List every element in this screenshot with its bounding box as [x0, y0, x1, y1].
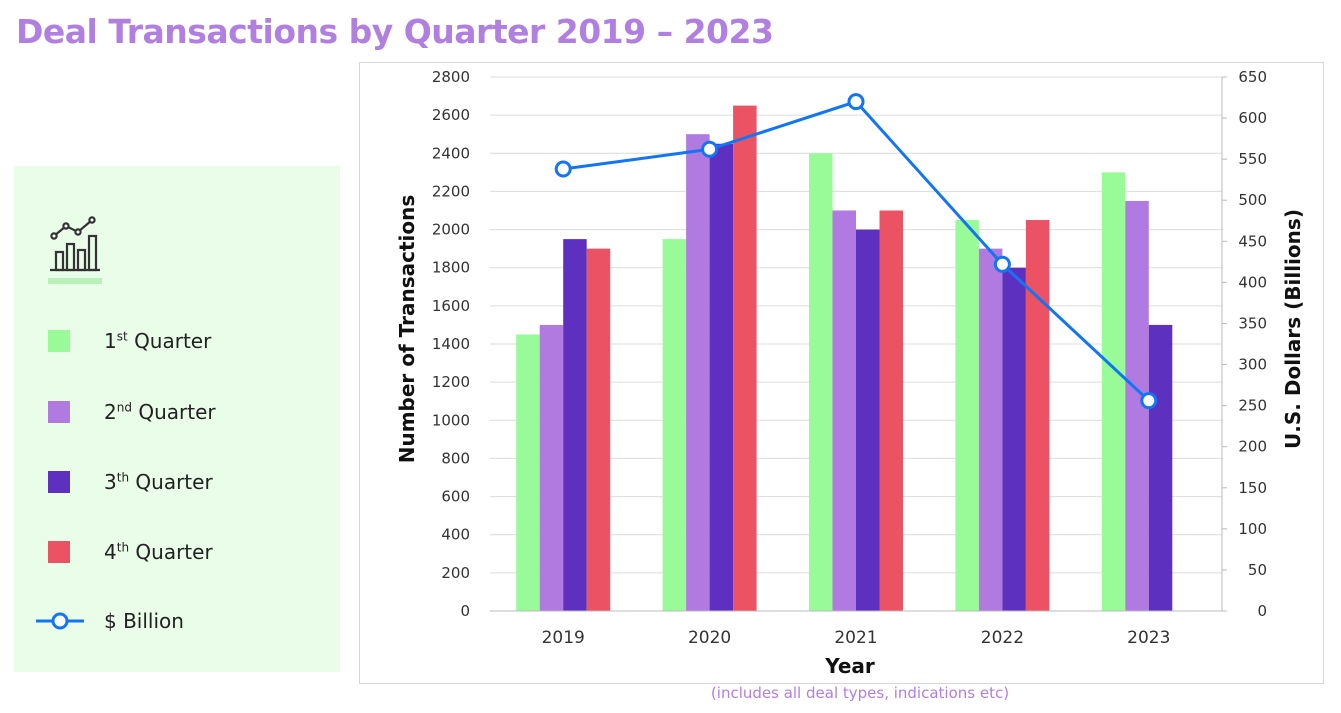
- bar-q2-2022: [978, 248, 1003, 611]
- bar-q2-2020: [686, 134, 710, 611]
- x-tick-label: 2023: [1127, 628, 1170, 648]
- legend-item-q4: 4th Quarter: [36, 532, 213, 572]
- legend-label-q3: 3th Quarter: [104, 470, 213, 494]
- bar-q3-2019: [563, 239, 587, 611]
- bar-q1-2023: [1101, 172, 1126, 611]
- bar-q1-2019: [516, 334, 540, 611]
- legend-label-q4: 4th Quarter: [104, 540, 213, 564]
- y2-axis-label: U.S. Dollars (Billions): [1281, 209, 1305, 449]
- line-layer: [554, 93, 1158, 410]
- y2-tick-label: 450: [1238, 232, 1267, 250]
- x-tick-label: 2021: [834, 628, 877, 648]
- y-tick-label: 200: [441, 564, 470, 582]
- deal-transactions-chart: 0200400600800100012001400160018002000220…: [395, 68, 1305, 678]
- x-tick-label: 2020: [688, 628, 731, 648]
- y-tick-label: 1000: [432, 411, 470, 429]
- bars-layer: [516, 105, 1173, 612]
- bar-q3-2023: [1148, 324, 1173, 611]
- line-point-2023: [1140, 392, 1158, 410]
- y-tick-label: 2000: [432, 221, 470, 239]
- bar-q4-2021: [879, 210, 903, 611]
- legend-swatch-q1: [48, 330, 70, 352]
- y-tick-label: 2400: [432, 144, 470, 162]
- y-tick-label: 2600: [432, 106, 470, 124]
- x-axis-label: Year: [824, 654, 875, 678]
- y-tick-label: 800: [441, 449, 470, 467]
- bar-q1-2021: [809, 153, 833, 611]
- bar-q2-2023: [1125, 200, 1149, 611]
- bar-q1-2022: [955, 220, 979, 612]
- chart-area: 0 200 400 600 800 1000 1200 1400 1600 1800 2000 220…: [359, 62, 1324, 684]
- y2-tick-label: 100: [1238, 520, 1267, 538]
- line-point-2020: [701, 140, 719, 158]
- line-point-2019: [554, 160, 572, 178]
- bar-q2-2021: [832, 210, 856, 611]
- y-tick-label: 600: [441, 488, 470, 506]
- line-point-2022: [993, 255, 1011, 273]
- legend-label-line: $ Billion: [104, 609, 184, 633]
- labels-layer: Year Number of Transactions U.S. Dollars…: [395, 195, 1305, 678]
- y-tick-label: 2200: [432, 182, 470, 200]
- y2-tick-label: 0: [1257, 602, 1267, 620]
- bar-q3-2022: [1002, 267, 1026, 611]
- growth-chart-icon: [48, 214, 104, 274]
- bar-q4-2019: [586, 248, 611, 611]
- y2-tick-label: 250: [1238, 397, 1267, 415]
- line-point-2021: [847, 93, 865, 111]
- bar-q4-2022: [1025, 220, 1050, 612]
- x-tick-label: 2022: [981, 628, 1024, 648]
- legend-item-q1: 1st Quarter: [36, 321, 211, 361]
- y2-tick-label: 600: [1238, 109, 1267, 127]
- bar-q4-2020: [733, 105, 757, 611]
- bar-q1-2020: [662, 239, 687, 611]
- y2-tick-label: 500: [1238, 191, 1267, 209]
- legend-item-line: $ Billion: [36, 601, 184, 641]
- y-tick-label: 1400: [432, 335, 470, 353]
- legend-icon-underline: [48, 278, 102, 284]
- y-tick-label: 1600: [432, 297, 470, 315]
- page-title: Deal Transactions by Quarter 2019 – 2023: [16, 12, 774, 51]
- legend-swatch-q2: [48, 401, 70, 423]
- bar-q3-2020: [709, 143, 734, 611]
- bar-q3-2021: [856, 229, 880, 612]
- legend-swatch-line: [36, 610, 84, 632]
- legend-label-q1: 1st Quarter: [104, 329, 212, 353]
- y-tick-label: 0: [460, 602, 470, 620]
- bar-q2-2019: [539, 324, 564, 611]
- y2-tick-label: 50: [1248, 561, 1267, 579]
- legend-panel: 1st Quarter 2nd Quarter 3th Quarter 4th …: [14, 166, 340, 672]
- legend-swatch-q3: [48, 471, 70, 493]
- footnote: (includes all deal types, indications et…: [710, 684, 1010, 702]
- y2-tick-label: 550: [1238, 150, 1267, 168]
- legend-item-q2: 2nd Quarter: [36, 392, 216, 432]
- y-tick-label: 1800: [432, 259, 470, 277]
- y2-tick-label: 150: [1238, 479, 1267, 497]
- axes-layer: 0200400600800100012001400160018002000220…: [432, 68, 1267, 648]
- y2-tick-label: 200: [1238, 438, 1267, 456]
- y-axis-label: Number of Transactions: [395, 195, 419, 464]
- y2-tick-label: 400: [1238, 273, 1267, 291]
- x-tick-label: 2019: [542, 628, 585, 648]
- y-tick-label: 2800: [432, 68, 470, 86]
- y2-tick-label: 300: [1238, 356, 1267, 374]
- y2-tick-label: 350: [1238, 314, 1267, 332]
- legend-item-q3: 3th Quarter: [36, 462, 213, 502]
- y-tick-label: 400: [441, 526, 470, 544]
- legend-swatch-q4: [48, 541, 70, 563]
- legend-label-q2: 2nd Quarter: [104, 400, 216, 424]
- y2-tick-label: 650: [1238, 68, 1267, 86]
- y-tick-label: 1200: [432, 373, 470, 391]
